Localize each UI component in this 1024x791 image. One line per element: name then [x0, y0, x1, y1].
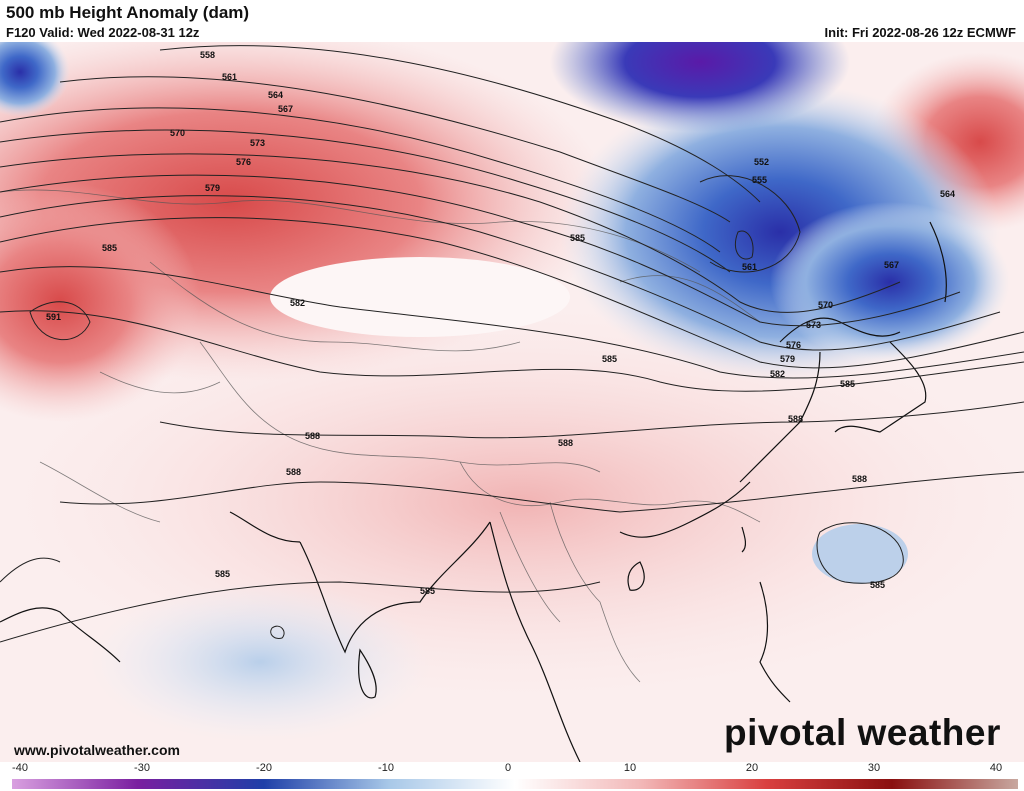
contour-label: 588 — [286, 467, 301, 477]
contour-591 — [29, 301, 91, 341]
contour-564 — [0, 107, 721, 253]
contour-label: 579 — [780, 354, 795, 364]
contour-label: 561 — [222, 72, 237, 82]
website-url: www.pivotalweather.com — [14, 742, 180, 758]
contour-label: 585 — [215, 569, 230, 579]
contour-label: 588 — [788, 414, 803, 424]
contour-570 — [0, 153, 901, 313]
colorbar-tick: 0 — [504, 762, 512, 774]
contour-576 — [0, 195, 1001, 351]
contour-588-north — [159, 401, 1024, 439]
contour-552-low — [734, 230, 754, 260]
contour-label: 573 — [250, 138, 265, 148]
contour-label: 564 — [940, 189, 955, 199]
contour-label: 585 — [870, 580, 885, 590]
map-canvas: 558 561 564 567 570 573 576 579 582 585 … — [0, 42, 1024, 762]
valid-time: F120 Valid: Wed 2022-08-31 12z — [6, 25, 200, 40]
colorbar-tick: -10 — [378, 762, 394, 774]
init-time: Init: Fri 2022-08-26 12z ECMWF — [824, 25, 1016, 40]
contour-label: 582 — [290, 298, 305, 308]
contour-label: 570 — [170, 128, 185, 138]
contour-555 — [699, 175, 801, 273]
contour-label: 552 — [754, 157, 769, 167]
contour-588-south — [59, 471, 1024, 513]
contour-label: 576 — [236, 157, 251, 167]
negative-anomaly-japan — [770, 202, 1010, 362]
brand-logo: pivotal weather — [724, 712, 1001, 754]
height-contours — [0, 45, 1024, 643]
contour-label: 585 — [570, 233, 585, 243]
height-anomaly-map: 558 561 564 567 570 573 576 579 582 585 … — [0, 42, 1024, 762]
positive-anomaly-west — [0, 182, 200, 422]
colorbar-tick: 30 — [867, 762, 881, 774]
colorbar-tick: 20 — [745, 762, 759, 774]
contour-label: 588 — [305, 431, 320, 441]
contour-label: 582 — [770, 369, 785, 379]
contour-label: 591 — [46, 312, 61, 322]
contour-label: 588 — [558, 438, 573, 448]
map-header: 500 mb Height Anomaly (dam) F120 Valid: … — [0, 0, 1024, 42]
negative-anomaly-indian-ocean — [90, 582, 430, 742]
contour-label: 585 — [420, 586, 435, 596]
negative-anomaly-northwest — [0, 42, 70, 117]
contour-558 — [159, 45, 761, 203]
negative-anomaly-north — [550, 42, 850, 132]
contour-label: 579 — [205, 183, 220, 193]
contour-585-pacific — [816, 522, 904, 584]
contour-label: 588 — [852, 474, 867, 484]
contour-561 — [59, 76, 731, 223]
contour-582 — [0, 266, 1024, 379]
negative-anomaly-pacific — [812, 524, 908, 584]
contour-label: 567 — [278, 104, 293, 114]
contour-label: 576 — [786, 340, 801, 350]
colorbar-tick: -20 — [256, 762, 272, 774]
contour-label: 585 — [840, 379, 855, 389]
contour-579 — [0, 217, 1024, 369]
contour-label: 573 — [806, 320, 821, 330]
political-borders — [0, 189, 761, 683]
map-title: 500 mb Height Anomaly (dam) — [6, 3, 250, 22]
colorbar-tick: 10 — [623, 762, 637, 774]
contour-label: 567 — [884, 260, 899, 270]
brand-text: pivotal weather — [724, 712, 1001, 753]
contour-585 — [0, 310, 1024, 392]
contour-label: 585 — [602, 354, 617, 364]
neutral-zone-tibet — [270, 257, 570, 337]
contour-labels: 558 561 564 567 570 573 576 579 582 585 … — [46, 50, 955, 596]
contour-585-south — [0, 581, 601, 643]
colorbar — [12, 779, 1018, 789]
contour-573 — [0, 174, 961, 327]
contour-588-west — [0, 557, 61, 583]
colorbar-tick: -30 — [134, 762, 150, 774]
contour-label: 561 — [742, 262, 757, 272]
colorbar-ticks: -40 -30 -20 -10 0 10 20 30 40 — [0, 762, 1024, 776]
contour-small-low — [270, 625, 285, 639]
contour-label: 555 — [752, 175, 767, 185]
colorbar-tick: -40 — [12, 762, 28, 774]
colorbar-tick: 40 — [989, 762, 1003, 774]
contour-567 — [0, 129, 731, 273]
contour-label: 585 — [102, 243, 117, 253]
contour-label: 564 — [268, 90, 283, 100]
contour-label: 570 — [818, 300, 833, 310]
contour-label: 558 — [200, 50, 215, 60]
